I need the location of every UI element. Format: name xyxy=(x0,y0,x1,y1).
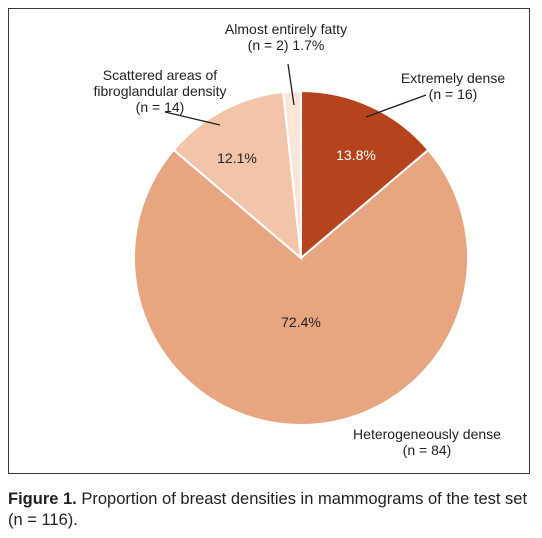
label-line: (n = 2) 1.7% xyxy=(247,37,325,53)
slice-heterogeneously-dense xyxy=(133,148,469,426)
label-line: Scattered areas of xyxy=(102,67,218,83)
label-extremely-dense: Extremely dense (n = 16) xyxy=(383,70,523,102)
figure-caption: Figure 1. Proportion of breast densities… xyxy=(8,489,538,531)
pie-chart xyxy=(133,63,469,426)
label-line: Heterogeneously dense xyxy=(353,426,501,442)
label-line: fibroglandular density xyxy=(93,83,227,99)
label-line: (n = 14) xyxy=(135,99,185,115)
caption-text: Proportion of breast densities in mammog… xyxy=(8,490,528,529)
label-scattered-fibroglandular: Scattered areas of fibroglandular densit… xyxy=(75,67,245,115)
leader-line-almost-entirely-fatty xyxy=(287,63,295,106)
label-line: Extremely dense xyxy=(400,70,506,86)
slice-percent-heterogeneously-dense: 72.4% xyxy=(281,314,321,330)
label-almost-entirely-fatty: Almost entirely fatty (n = 2) 1.7% xyxy=(201,21,371,53)
label-heterogeneously-dense: Heterogeneously dense (n = 84) xyxy=(327,426,527,458)
leader-line-extremely-dense xyxy=(365,94,427,118)
label-line: (n = 16) xyxy=(428,86,478,102)
label-line: Almost entirely fatty xyxy=(224,21,348,37)
caption-figure-label: Figure 1. xyxy=(8,490,77,508)
slice-percent-scattered: 12.1% xyxy=(217,150,257,166)
slice-percent-extremely-dense: 13.8% xyxy=(336,147,376,163)
slice-extremely-dense xyxy=(300,89,430,261)
label-line: (n = 84) xyxy=(402,442,452,458)
figure-frame: Almost entirely fatty (n = 2) 1.7% Scatt… xyxy=(8,8,530,474)
slice-scattered-fibroglandular xyxy=(172,90,303,261)
leader-line-scattered xyxy=(164,111,221,126)
